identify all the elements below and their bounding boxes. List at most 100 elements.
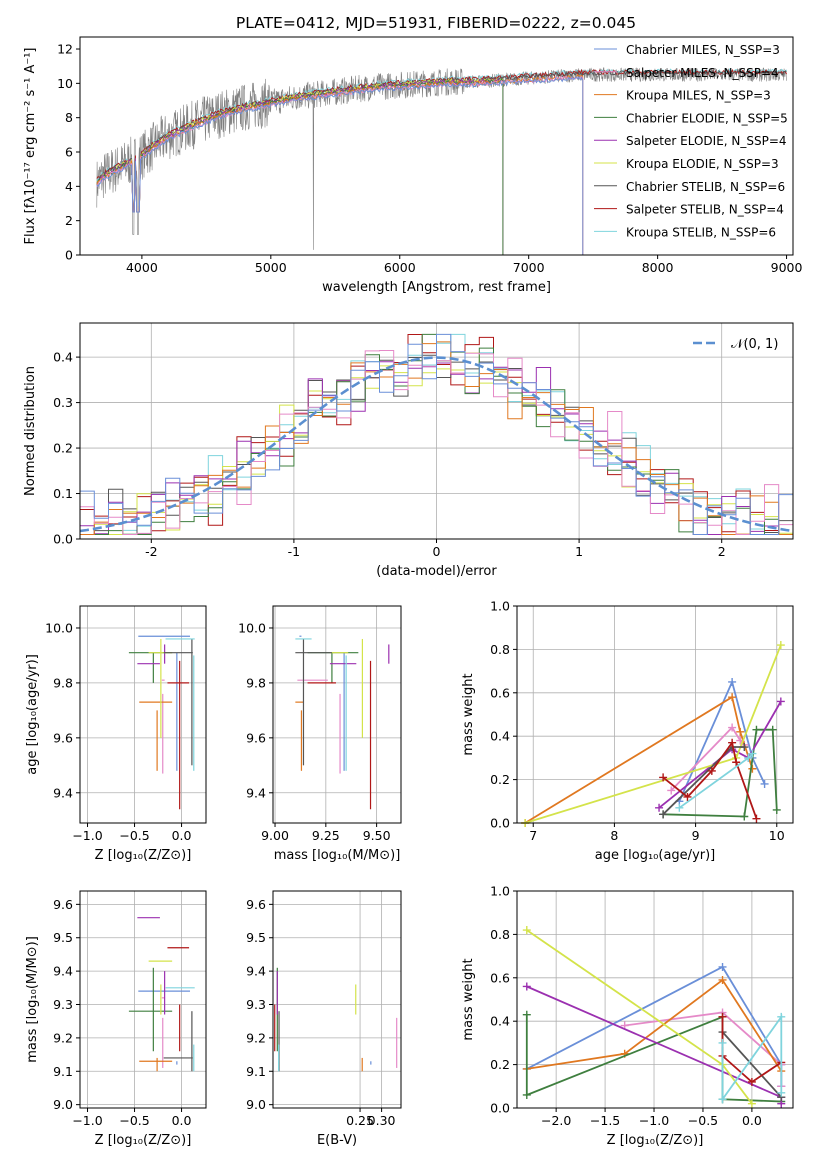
legend-label: Chabrier ELODIE, N_SSP=5 (626, 111, 788, 125)
x-tick-label: 5000 (255, 260, 287, 275)
y-tick-label: 9.4 (53, 964, 73, 979)
weight-point (740, 812, 749, 821)
histogram-series (80, 333, 793, 535)
y-tick-label: 9.0 (246, 1097, 266, 1112)
weight-line (524, 644, 782, 824)
x-tick-label: −1.0 (72, 1113, 102, 1128)
weight-line (526, 978, 783, 1072)
weight-point (728, 738, 737, 747)
y-tick-label: 0.1 (53, 486, 73, 501)
x-tick-label: −2.0 (541, 1113, 571, 1128)
weight-point (772, 805, 781, 814)
y-tick-label: 0.0 (53, 532, 73, 547)
y-tick-label: 0.8 (490, 927, 510, 942)
y-tick-label: 10.0 (238, 620, 266, 635)
weight-line (526, 929, 753, 1105)
x-tick-label: 9.50 (363, 828, 391, 843)
x-tick-label: 8000 (642, 260, 674, 275)
weight-point (655, 803, 664, 812)
y-tick-label: 0.0 (490, 816, 510, 831)
model-spectrum-line (96, 74, 584, 255)
y-tick-label: 9.2 (53, 1030, 73, 1045)
y-tick-label: 9.3 (246, 997, 266, 1012)
weight-point (728, 723, 737, 732)
weight-point (744, 753, 753, 762)
y-tick-label: 10 (57, 76, 73, 91)
y-tick-label: 9.6 (246, 897, 266, 912)
weight-point (776, 641, 785, 650)
axes-frame (79, 322, 794, 540)
x-tick-label: -1 (288, 544, 300, 559)
weight-point (740, 743, 749, 752)
weight-point (748, 764, 757, 773)
weight-point (667, 786, 676, 795)
x-axis-label: E(B-V) (317, 1133, 357, 1148)
model-spectrum-line (96, 78, 504, 255)
x-tick-label: 9.25 (312, 828, 340, 843)
y-tick-label: 12 (57, 42, 73, 57)
x-tick-label: 0.0 (742, 1113, 762, 1128)
age-vs-mass-panel: 9.00 9.25 9.50 9.4 9.6 9.8 10.0 mass [log₁₀(M/M… (238, 605, 402, 863)
y-axis-label: Flux [fλ10⁻¹⁷ erg cm⁻² s⁻¹ A⁻¹] (23, 48, 38, 245)
legend-label: 𝒩(0, 1) (731, 337, 778, 352)
legend-label: Salpeter MILES, N_SSP=4 (626, 66, 779, 80)
x-tick-label: −1.5 (590, 1113, 620, 1128)
weight-point (522, 926, 531, 935)
weight-point (736, 727, 745, 736)
y-tick-label: 9.0 (53, 1097, 73, 1112)
y-tick-label: 9.3 (53, 997, 73, 1012)
weight-point (776, 697, 785, 706)
y-tick-label: 9.6 (53, 897, 73, 912)
x-tick-label: 9 (692, 828, 700, 843)
x-axis-label: age [log₁₀(age/yr)] (595, 848, 716, 863)
y-tick-label: 10.0 (45, 620, 73, 635)
axes-frame (79, 605, 207, 824)
y-tick-label: 9.5 (53, 930, 73, 945)
legend-label: Kroupa STELIB, N_SSP=6 (626, 225, 776, 239)
y-axis-label: mass [log₁₀(M/M⊙)] (25, 936, 40, 1063)
weight-line (524, 695, 754, 824)
mass-vs-reddening-panel: 0.250.30 9.0 9.1 9.2 9.3 9.4 9.5 9.6 E(B-V) (246, 890, 402, 1148)
legend-label: Kroupa MILES, N_SSP=3 (626, 89, 771, 103)
model-spectrum-line (96, 77, 504, 255)
x-tick-label: 9.00 (261, 828, 289, 843)
y-tick-label: 0 (65, 248, 73, 263)
x-tick-label: 0.0 (172, 1113, 192, 1128)
weight-vs-metallicity-panel: −2.0 −1.5 −1.0 −0.5 0.0 0.0 0.2 0.4 0.6 0.8 1.0 Z [… (461, 884, 794, 1148)
mass-vs-metallicity-panel: −1.0 −0.5 0.0 9.0 9.1 9.2 9.3 9.4 9.5 9.6 Z [log₁₀… (25, 890, 207, 1148)
y-tick-label: 9.1 (246, 1064, 266, 1079)
y-tick-label: 9.5 (246, 930, 266, 945)
x-axis-label: mass [log₁₀(M/M⊙)] (274, 848, 401, 863)
y-axis-label: mass weight (461, 673, 476, 755)
x-tick-label: 4000 (126, 260, 158, 275)
x-tick-label: 9000 (771, 260, 803, 275)
spectrum-panel: 4000 5000 6000 7000 8000 9000 0 2 4 6 8 10 12 wavelen… (23, 36, 803, 295)
weight-point (718, 962, 727, 971)
weight-point (683, 792, 692, 801)
weight-point (747, 1099, 756, 1108)
axes-frame (79, 890, 207, 1109)
model-spectrum-line (96, 75, 584, 255)
weight-line (721, 1031, 782, 1098)
y-tick-label: 9.4 (246, 964, 266, 979)
x-tick-label: 7000 (513, 260, 545, 275)
weight-point (707, 766, 716, 775)
weight-point (675, 803, 684, 812)
y-tick-label: 4 (65, 179, 73, 194)
weight-point (522, 982, 531, 991)
y-tick-label: 0.4 (53, 350, 73, 365)
legend-label: Salpeter ELODIE, N_SSP=4 (626, 134, 787, 148)
weight-line (658, 701, 782, 809)
axes-frame (272, 890, 402, 1109)
y-tick-label: 9.2 (246, 1030, 266, 1045)
age-vs-metallicity-panel: −1.0 −0.5 0.0 9.4 9.6 9.8 10.0 Z [log₁₀(Z/Z⊙)] a… (25, 605, 207, 863)
y-tick-label: 9.6 (246, 730, 266, 745)
normal-curve (79, 356, 794, 533)
x-tick-label: 8 (610, 828, 618, 843)
y-tick-label: 6 (65, 145, 73, 160)
x-tick-label: −1.0 (639, 1113, 669, 1128)
x-tick-label: −1.0 (72, 828, 102, 843)
x-axis-label: wavelength [Angstrom, rest frame] (322, 280, 551, 295)
y-tick-label: 1.0 (490, 884, 510, 899)
figure-title: PLATE=0412, MJD=51931, FIBERID=0222, z=0… (236, 14, 636, 32)
